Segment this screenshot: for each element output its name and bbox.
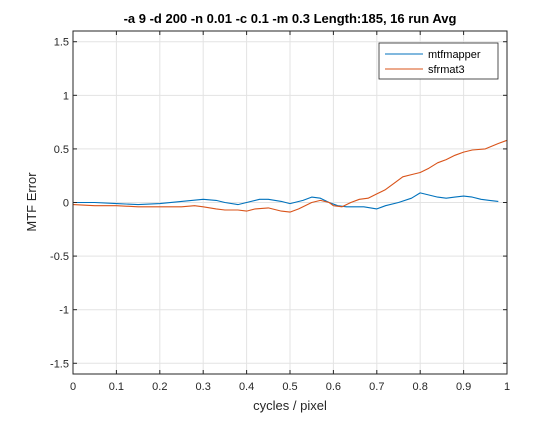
x-tick-label: 0.7 — [369, 381, 384, 393]
y-tick-label: 1 — [63, 90, 69, 102]
y-tick-label: -1 — [59, 305, 69, 317]
series-line-sfrmat3 — [72, 139, 508, 213]
ticks-layer: 0 0.1 0.2 0.3 0.4 0.5 0.6 0.7 0.8 0.9 1 -1.5 -1 -0.5 0… — [50, 31, 510, 393]
x-tick-label: 0.6 — [326, 381, 341, 393]
x-tick-label: 0.5 — [282, 381, 297, 393]
legend-box — [378, 42, 499, 80]
series-layer — [72, 139, 508, 213]
x-tick-label: 0.9 — [456, 381, 471, 393]
y-tick-label: -0.5 — [50, 251, 69, 263]
y-tick-label: 0 — [63, 198, 69, 210]
x-tick-label: 0.3 — [196, 381, 211, 393]
y-axis-label: MTF Error — [24, 172, 39, 232]
y-tick-label: 1.5 — [54, 37, 69, 49]
x-axis-label: cycles / pixel — [253, 398, 327, 413]
x-tick-label: 1 — [504, 381, 510, 393]
x-tick-label: 0.2 — [152, 381, 167, 393]
x-tick-label: 0.8 — [413, 381, 428, 393]
x-tick-label: 0.4 — [239, 381, 254, 393]
legend-label-mtfmapper: mtfmapper — [428, 49, 481, 61]
y-tick-label: 0.5 — [54, 144, 69, 156]
legend: mtfmapper sfrmat3 — [378, 42, 499, 80]
x-tick-label: 0.1 — [109, 381, 124, 393]
legend-label-sfrmat3: sfrmat3 — [428, 64, 465, 76]
chart-title: -a 9 -d 200 -n 0.01 -c 0.1 -m 0.3 Length… — [124, 11, 457, 26]
x-tick-label: 0 — [70, 381, 76, 393]
y-tick-label: -1.5 — [50, 358, 69, 370]
